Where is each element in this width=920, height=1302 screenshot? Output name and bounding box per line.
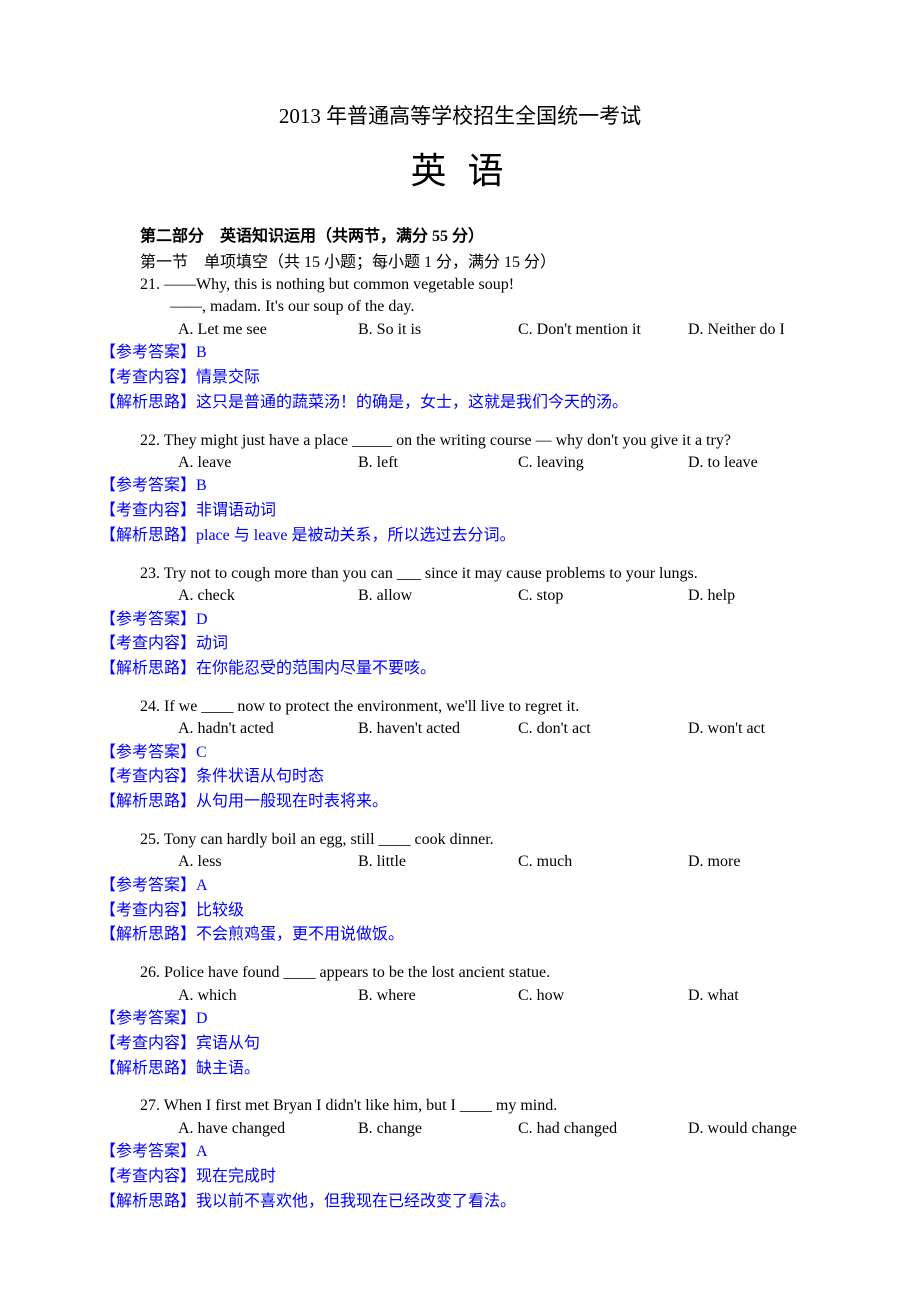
option-b: B. allow — [358, 585, 518, 607]
question-block: 26. Police have found ____ appears to be… — [100, 962, 820, 1081]
question-stem: 21. ——Why, this is nothing but common ve… — [140, 274, 820, 296]
option-d: D. more — [688, 851, 820, 873]
question-options: A. hadn't actedB. haven't actedC. don't … — [178, 718, 820, 740]
question-block: 27. When I first met Bryan I didn't like… — [100, 1095, 820, 1214]
explain-line: 【解析思路】不会煎鸡蛋，更不用说做饭。 — [100, 923, 820, 948]
question-stem: 25. Tony can hardly boil an egg, still _… — [140, 829, 820, 851]
question-block: 25. Tony can hardly boil an egg, still _… — [100, 829, 820, 948]
exam-title: 2013 年普通高等学校招生全国统一考试 — [100, 100, 820, 130]
option-b: B. haven't acted — [358, 718, 518, 740]
question-block: 23. Try not to cough more than you can _… — [100, 563, 820, 682]
answer-line: 【参考答案】D — [100, 608, 820, 633]
option-a: A. hadn't acted — [178, 718, 358, 740]
topic-line: 【考查内容】动词 — [100, 632, 820, 657]
explain-line: 【解析思路】place 与 leave 是被动关系，所以选过去分词。 — [100, 524, 820, 549]
answer-line: 【参考答案】A — [100, 874, 820, 899]
option-c: C. leaving — [518, 452, 688, 474]
option-a: A. leave — [178, 452, 358, 474]
option-b: B. left — [358, 452, 518, 474]
explain-line: 【解析思路】这只是普通的蔬菜汤！的确是，女士，这就是我们今天的汤。 — [100, 391, 820, 416]
answer-line: 【参考答案】B — [100, 474, 820, 499]
option-d: D. Neither do I — [688, 319, 820, 341]
answer-line: 【参考答案】C — [100, 741, 820, 766]
option-d: D. to leave — [688, 452, 820, 474]
answer-line: 【参考答案】A — [100, 1140, 820, 1165]
question-options: A. lessB. littleC. muchD. more — [178, 851, 820, 873]
option-c: C. don't act — [518, 718, 688, 740]
topic-line: 【考查内容】宾语从句 — [100, 1032, 820, 1057]
option-b: B. So it is — [358, 319, 518, 341]
question-stem: 26. Police have found ____ appears to be… — [140, 962, 820, 984]
option-c: C. much — [518, 851, 688, 873]
question-options: A. whichB. whereC. howD. what — [178, 985, 820, 1007]
question-options: A. leaveB. leftC. leavingD. to leave — [178, 452, 820, 474]
option-c: C. Don't mention it — [518, 319, 688, 341]
option-a: A. check — [178, 585, 358, 607]
option-c: C. how — [518, 985, 688, 1007]
option-b: B. little — [358, 851, 518, 873]
question-stem: 27. When I first met Bryan I didn't like… — [140, 1095, 820, 1117]
answer-line: 【参考答案】D — [100, 1007, 820, 1032]
explain-line: 【解析思路】我以前不喜欢他，但我现在已经改变了看法。 — [100, 1190, 820, 1215]
topic-line: 【考查内容】非谓语动词 — [100, 499, 820, 524]
question-options: A. have changedB. changeC. had changedD.… — [178, 1118, 820, 1140]
exam-subject: 英 语 — [100, 142, 820, 194]
option-d: D. would change — [688, 1118, 820, 1140]
option-b: B. where — [358, 985, 518, 1007]
question-options: A. checkB. allowC. stopD. help — [178, 585, 820, 607]
topic-line: 【考查内容】现在完成时 — [100, 1165, 820, 1190]
question-block: 24. If we ____ now to protect the enviro… — [100, 696, 820, 815]
option-a: A. which — [178, 985, 358, 1007]
explain-line: 【解析思路】从句用一般现在时表将来。 — [100, 790, 820, 815]
explain-line: 【解析思路】在你能忍受的范围内尽量不要咳。 — [100, 657, 820, 682]
option-c: C. had changed — [518, 1118, 688, 1140]
question-stem: ——, madam. It's our soup of the day. — [170, 296, 820, 318]
question-stem: 23. Try not to cough more than you can _… — [140, 563, 820, 585]
question-options: A. Let me seeB. So it isC. Don't mention… — [178, 319, 820, 341]
explain-line: 【解析思路】缺主语。 — [100, 1057, 820, 1082]
option-d: D. what — [688, 985, 820, 1007]
option-a: A. less — [178, 851, 358, 873]
question-stem: 22. They might just have a place _____ o… — [140, 430, 820, 452]
option-d: D. won't act — [688, 718, 820, 740]
answer-line: 【参考答案】B — [100, 341, 820, 366]
topic-line: 【考查内容】条件状语从句时态 — [100, 765, 820, 790]
question-stem: 24. If we ____ now to protect the enviro… — [140, 696, 820, 718]
question-block: 21. ——Why, this is nothing but common ve… — [100, 274, 820, 416]
option-a: A. have changed — [178, 1118, 358, 1140]
option-a: A. Let me see — [178, 319, 358, 341]
question-block: 22. They might just have a place _____ o… — [100, 430, 820, 549]
option-d: D. help — [688, 585, 820, 607]
option-b: B. change — [358, 1118, 518, 1140]
option-c: C. stop — [518, 585, 688, 607]
section-sub: 第一节 单项填空（共 15 小题；每小题 1 分，满分 15 分） — [140, 248, 820, 272]
topic-line: 【考查内容】比较级 — [100, 899, 820, 924]
section-part: 第二部分 英语知识运用（共两节，满分 55 分） — [140, 222, 820, 246]
topic-line: 【考查内容】情景交际 — [100, 366, 820, 391]
